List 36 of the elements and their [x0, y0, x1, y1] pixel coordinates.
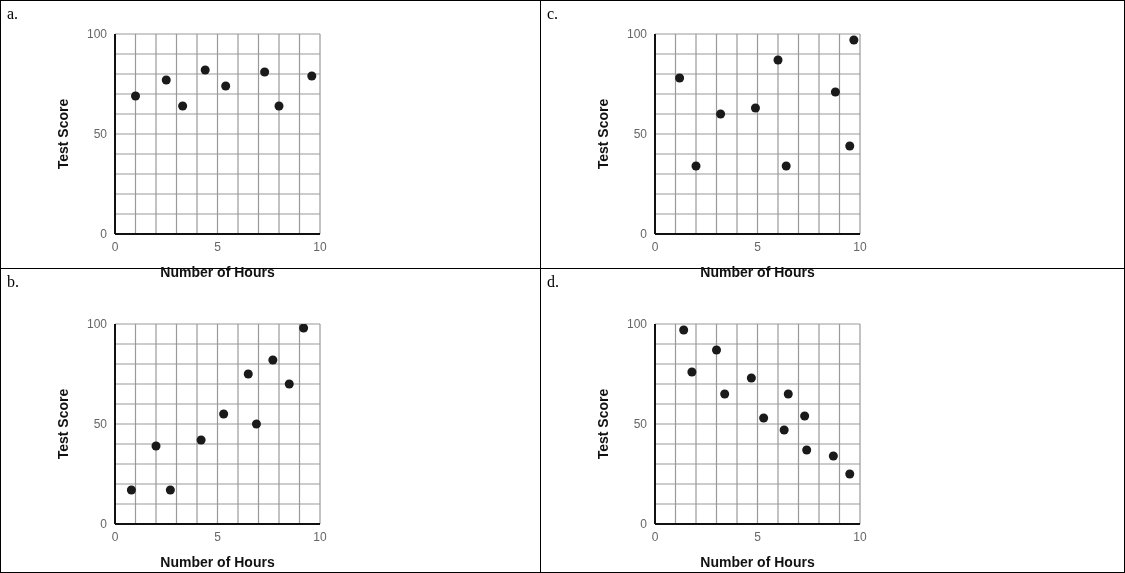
y-axis-title: Test Score [594, 388, 611, 460]
y-tick-label: 100 [626, 27, 648, 42]
chart-title: a. [7, 5, 19, 23]
x-axis-title: Number of Hours [160, 264, 275, 280]
y-axis-title: Test Score [594, 98, 611, 170]
x-axis-title: Number of Hours [700, 554, 815, 570]
y-tick-label: 50 [633, 417, 648, 432]
y-tick-label: 100 [86, 27, 108, 42]
x-tick-label: 10 [313, 239, 327, 254]
y-tick-label: 0 [100, 227, 108, 242]
y-tick-label: 0 [100, 517, 108, 532]
chart-title: c. [547, 5, 559, 23]
x-tick-label: 10 [853, 239, 867, 254]
chart-title: b. [7, 273, 19, 291]
y-tick-label: 0 [640, 517, 648, 532]
x-tick-label: 0 [111, 239, 119, 254]
y-tick-label: 50 [93, 417, 108, 432]
y-tick-label: 50 [93, 127, 108, 142]
x-tick-label: 5 [754, 239, 762, 254]
x-axis-title: Number of Hours [700, 264, 815, 280]
x-tick-label: 5 [214, 529, 222, 544]
x-tick-label: 5 [214, 239, 222, 254]
y-axis-title: Test Score [54, 388, 71, 460]
x-tick-label: 10 [313, 529, 327, 544]
x-tick-label: 0 [651, 239, 659, 254]
y-tick-label: 50 [633, 127, 648, 142]
y-tick-label: 0 [640, 227, 648, 242]
y-tick-label: 100 [626, 317, 648, 332]
x-tick-label: 0 [111, 529, 119, 544]
x-tick-label: 5 [754, 529, 762, 544]
chart-title: d. [547, 273, 559, 291]
x-tick-label: 10 [853, 529, 867, 544]
x-axis-title: Number of Hours [160, 554, 275, 570]
y-tick-label: 100 [86, 317, 108, 332]
y-axis-title: Test Score [54, 98, 71, 170]
x-tick-label: 0 [651, 529, 659, 544]
